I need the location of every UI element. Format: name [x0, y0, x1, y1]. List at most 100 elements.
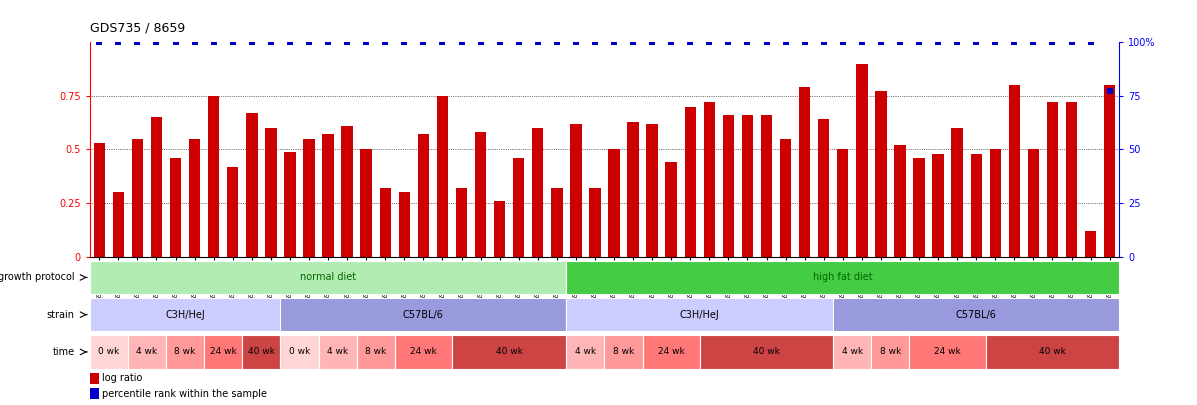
- Point: [223, 39, 242, 45]
- Text: 24 wk: 24 wk: [934, 347, 961, 356]
- Point: [242, 39, 261, 45]
- Text: 0 wk: 0 wk: [98, 347, 120, 356]
- Text: 4 wk: 4 wk: [841, 347, 863, 356]
- Text: percentile rank within the sample: percentile rank within the sample: [102, 389, 267, 399]
- Point: [604, 39, 624, 45]
- Point: [433, 39, 452, 45]
- Point: [737, 39, 757, 45]
- Bar: [132, 139, 144, 257]
- Point: [681, 39, 700, 45]
- Bar: [761, 115, 772, 257]
- Bar: [780, 139, 791, 257]
- Point: [1100, 88, 1119, 95]
- Point: [566, 39, 585, 45]
- Text: 8 wk: 8 wk: [880, 347, 901, 356]
- Bar: [113, 192, 124, 257]
- Bar: [475, 132, 486, 257]
- Text: 8 wk: 8 wk: [613, 347, 634, 356]
- Bar: [627, 122, 639, 257]
- Text: 4 wk: 4 wk: [575, 347, 596, 356]
- Bar: [570, 124, 582, 257]
- Bar: [90, 388, 99, 399]
- Bar: [357, 335, 395, 369]
- Bar: [1084, 231, 1096, 257]
- Bar: [666, 162, 678, 257]
- Bar: [90, 373, 99, 384]
- Point: [833, 39, 852, 45]
- Bar: [742, 115, 753, 257]
- Bar: [566, 261, 1119, 294]
- Bar: [833, 298, 1119, 331]
- Bar: [875, 92, 887, 257]
- Point: [205, 39, 224, 45]
- Text: 24 wk: 24 wk: [411, 347, 437, 356]
- Bar: [971, 154, 982, 257]
- Point: [929, 39, 948, 45]
- Bar: [608, 149, 620, 257]
- Bar: [913, 158, 925, 257]
- Text: 40 wk: 40 wk: [1039, 347, 1065, 356]
- Point: [700, 39, 719, 45]
- Text: high fat diet: high fat diet: [813, 273, 873, 282]
- Point: [452, 39, 472, 45]
- Text: C57BL/6: C57BL/6: [955, 310, 997, 320]
- Text: 4 wk: 4 wk: [327, 347, 348, 356]
- Bar: [90, 335, 128, 369]
- Text: 4 wk: 4 wk: [136, 347, 158, 356]
- Bar: [685, 107, 695, 257]
- Bar: [910, 335, 986, 369]
- Point: [490, 39, 509, 45]
- Bar: [531, 128, 543, 257]
- Point: [376, 39, 395, 45]
- Point: [128, 39, 147, 45]
- Bar: [646, 124, 658, 257]
- Point: [852, 39, 871, 45]
- Bar: [318, 335, 357, 369]
- Bar: [723, 115, 734, 257]
- Bar: [379, 188, 391, 257]
- Bar: [90, 261, 566, 294]
- Bar: [990, 149, 1001, 257]
- Text: C3H/HeJ: C3H/HeJ: [165, 310, 205, 320]
- Bar: [90, 298, 280, 331]
- Point: [395, 39, 414, 45]
- Bar: [1065, 102, 1077, 257]
- Point: [90, 39, 109, 45]
- Bar: [452, 335, 566, 369]
- Text: 24 wk: 24 wk: [209, 347, 237, 356]
- Bar: [166, 335, 205, 369]
- Bar: [128, 335, 166, 369]
- Bar: [551, 188, 563, 257]
- Text: strain: strain: [47, 310, 74, 320]
- Point: [643, 39, 662, 45]
- Point: [757, 39, 776, 45]
- Text: C57BL/6: C57BL/6: [403, 310, 444, 320]
- Point: [814, 39, 833, 45]
- Point: [414, 39, 433, 45]
- Text: time: time: [53, 347, 74, 357]
- Bar: [242, 335, 280, 369]
- Bar: [566, 335, 604, 369]
- Bar: [952, 128, 962, 257]
- Bar: [170, 158, 181, 257]
- Point: [509, 39, 528, 45]
- Bar: [418, 134, 429, 257]
- Bar: [986, 335, 1119, 369]
- Bar: [818, 119, 830, 257]
- Point: [186, 39, 205, 45]
- Bar: [341, 126, 353, 257]
- Bar: [798, 87, 810, 257]
- Text: 40 wk: 40 wk: [496, 347, 523, 356]
- Bar: [395, 335, 452, 369]
- Bar: [1009, 85, 1020, 257]
- Text: GDS735 / 8659: GDS735 / 8659: [90, 21, 186, 34]
- Bar: [833, 335, 871, 369]
- Point: [871, 39, 891, 45]
- Bar: [643, 335, 700, 369]
- Point: [338, 39, 357, 45]
- Point: [776, 39, 795, 45]
- Point: [318, 39, 338, 45]
- Text: 40 wk: 40 wk: [248, 347, 275, 356]
- Point: [1062, 39, 1081, 45]
- Text: 40 wk: 40 wk: [753, 347, 780, 356]
